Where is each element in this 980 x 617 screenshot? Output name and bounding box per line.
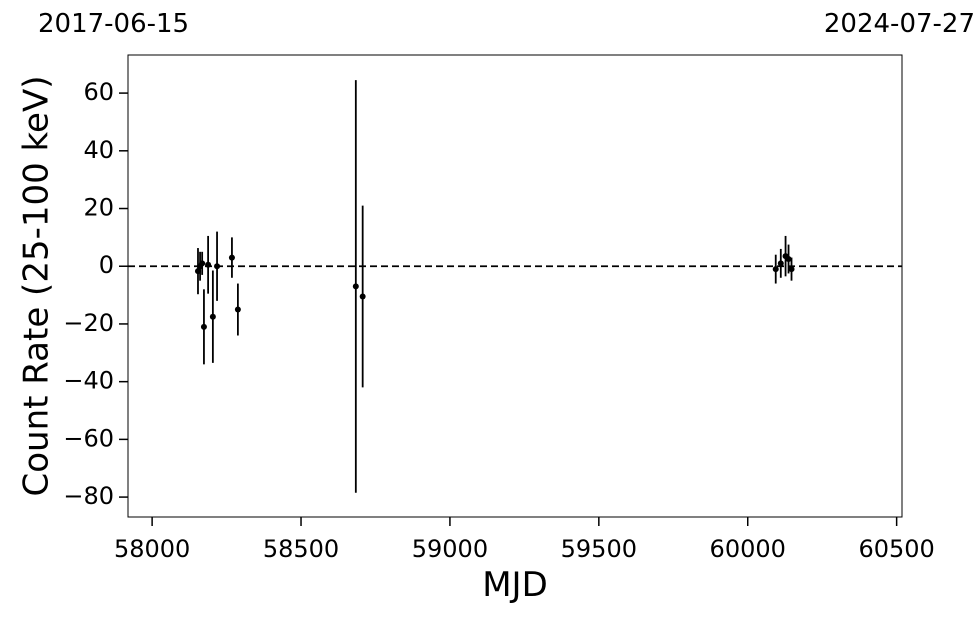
plot-frame — [127, 54, 903, 518]
data-point — [359, 293, 366, 300]
y-axis-label: Count Rate (25-100 keV) — [17, 76, 57, 497]
data-point — [772, 266, 779, 273]
y-tick-label: 0 — [99, 251, 114, 279]
x-axis-label: MJD — [482, 565, 548, 605]
data-point — [228, 254, 235, 261]
data-point — [788, 266, 795, 273]
data-point — [214, 263, 221, 270]
x-tick-label: 58000 — [114, 535, 190, 563]
data-point — [209, 313, 216, 320]
x-tick-label: 60500 — [858, 535, 934, 563]
data-point — [200, 323, 207, 330]
y-tick-label: 40 — [83, 136, 114, 164]
data-point — [777, 260, 784, 267]
y-tick-label: −40 — [63, 367, 114, 395]
top-left-date: 2017-06-15 — [38, 9, 189, 39]
y-tick-label: 60 — [83, 78, 114, 106]
top-right-date: 2024-07-27 — [824, 9, 975, 39]
data-point — [785, 256, 792, 263]
data-point — [205, 261, 212, 268]
data-point — [352, 283, 359, 290]
y-tick-label: −20 — [63, 309, 114, 337]
x-tick-label: 59500 — [561, 535, 637, 563]
y-tick-label: −80 — [63, 482, 114, 510]
x-tick-label: 60000 — [710, 535, 786, 563]
data-point — [199, 260, 206, 267]
x-tick-label: 59000 — [412, 535, 488, 563]
x-tick-label: 58500 — [263, 535, 339, 563]
y-tick-label: 20 — [83, 194, 114, 222]
y-tick-label: −60 — [63, 424, 114, 452]
data-point — [234, 306, 241, 313]
